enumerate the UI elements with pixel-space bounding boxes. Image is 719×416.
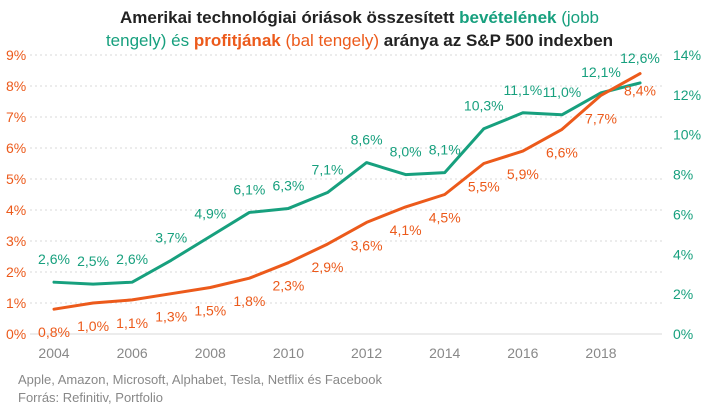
profit-data-label: 8,4% bbox=[624, 83, 656, 99]
right-axis-tick-label: 8% bbox=[673, 167, 693, 183]
right-axis-tick-label: 12% bbox=[673, 87, 701, 103]
left-axis-tick-label: 1% bbox=[6, 295, 26, 311]
profit-data-label: 0,8% bbox=[38, 324, 70, 340]
left-axis-tick-label: 7% bbox=[6, 109, 26, 125]
left-axis-tick-label: 8% bbox=[6, 78, 26, 94]
revenue-data-label: 2,5% bbox=[77, 253, 109, 269]
title-text-4: (bal tengely) bbox=[280, 31, 380, 50]
profit-data-label: 5,5% bbox=[468, 179, 500, 195]
right-axis-tick-label: 10% bbox=[673, 127, 701, 143]
revenue-line bbox=[52, 81, 642, 286]
title-line-2: tengely) és profitjának (bal tengely) ar… bbox=[0, 29, 719, 52]
revenue-data-label: 12,6% bbox=[620, 50, 660, 66]
revenue-data-label: 3,7% bbox=[155, 229, 187, 245]
x-axis-tick-label: 2012 bbox=[351, 345, 382, 361]
revenue-data-label: 2,6% bbox=[38, 251, 70, 267]
title-text-5: aránya az S&P 500 indexben bbox=[379, 31, 614, 50]
profit-data-label: 1,3% bbox=[155, 309, 187, 325]
profit-data-label: 3,6% bbox=[351, 237, 383, 253]
right-axis-tick-label: 4% bbox=[673, 246, 693, 262]
revenue-data-label: 11,1% bbox=[504, 82, 543, 98]
revenue-data-label: 6,1% bbox=[233, 181, 265, 197]
profit-data-label: 4,1% bbox=[390, 222, 422, 238]
revenue-data-label: 10,3% bbox=[464, 98, 504, 114]
left-axis-tick-label: 9% bbox=[6, 47, 26, 63]
revenue-data-label: 2,6% bbox=[116, 251, 148, 267]
profit-data-label: 1,5% bbox=[194, 303, 226, 319]
left-axis-tick-label: 4% bbox=[6, 202, 26, 218]
title-profit-word: profitjának bbox=[193, 31, 281, 50]
revenue-data-label: 6,3% bbox=[272, 177, 304, 193]
revenue-data-label: 7,1% bbox=[312, 162, 344, 178]
x-axis-tick-label: 2008 bbox=[195, 345, 226, 361]
title-text-3: tengely) és bbox=[105, 31, 194, 50]
left-axis-tick-label: 2% bbox=[6, 264, 26, 280]
x-axis-tick-label: 2006 bbox=[117, 345, 148, 361]
title-text-2: (jobb bbox=[556, 8, 600, 27]
x-axis-tick-label: 2016 bbox=[507, 345, 538, 361]
profit-data-label: 5,9% bbox=[507, 166, 539, 182]
profit-data-label: 7,7% bbox=[585, 110, 617, 126]
profit-data-label: 1,1% bbox=[116, 315, 148, 331]
right-axis-tick-label: 0% bbox=[673, 326, 693, 342]
footer-source: Forrás: Refinitiv, Portfolio bbox=[18, 390, 163, 405]
left-axis-tick-label: 3% bbox=[6, 233, 26, 249]
revenue-data-label: 8,0% bbox=[390, 144, 422, 160]
profit-data-label: 1,0% bbox=[77, 318, 109, 334]
x-axis-tick-label: 2010 bbox=[273, 345, 304, 361]
revenue-data-label: 8,1% bbox=[429, 142, 461, 158]
footer-companies: Apple, Amazon, Microsoft, Alphabet, Tesl… bbox=[18, 372, 382, 387]
left-axis-tick-label: 6% bbox=[6, 140, 26, 156]
title-line-1: Amerikai technológiai óriások összesítet… bbox=[0, 6, 719, 29]
chart-title: Amerikai technológiai óriások összesítet… bbox=[0, 6, 719, 52]
profit-line bbox=[52, 72, 642, 311]
profit-data-label: 1,8% bbox=[233, 293, 265, 309]
profit-data-label: 6,6% bbox=[546, 144, 578, 160]
left-axis-tick-label: 0% bbox=[6, 326, 26, 342]
right-axis-tick-label: 2% bbox=[673, 286, 693, 302]
right-axis-tick-label: 14% bbox=[673, 47, 701, 63]
profit-data-label: 4,5% bbox=[429, 210, 461, 226]
x-axis-tick-label: 2004 bbox=[38, 345, 69, 361]
x-axis-tick-label: 2014 bbox=[429, 345, 460, 361]
title-text-1: Amerikai technológiai óriások összesítet… bbox=[119, 8, 460, 27]
profit-data-label: 2,3% bbox=[272, 278, 304, 294]
revenue-data-label: 12,1% bbox=[581, 64, 621, 80]
revenue-data-label: 4,9% bbox=[194, 205, 226, 221]
title-revenue-word: bevételének bbox=[459, 8, 557, 27]
revenue-data-label: 8,6% bbox=[351, 132, 383, 148]
revenue-data-label: 11,0% bbox=[543, 84, 582, 100]
x-axis-tick-label: 2018 bbox=[585, 345, 616, 361]
profit-data-label: 2,9% bbox=[312, 259, 344, 275]
left-axis-tick-label: 5% bbox=[6, 171, 26, 187]
right-axis-tick-label: 6% bbox=[673, 206, 693, 222]
